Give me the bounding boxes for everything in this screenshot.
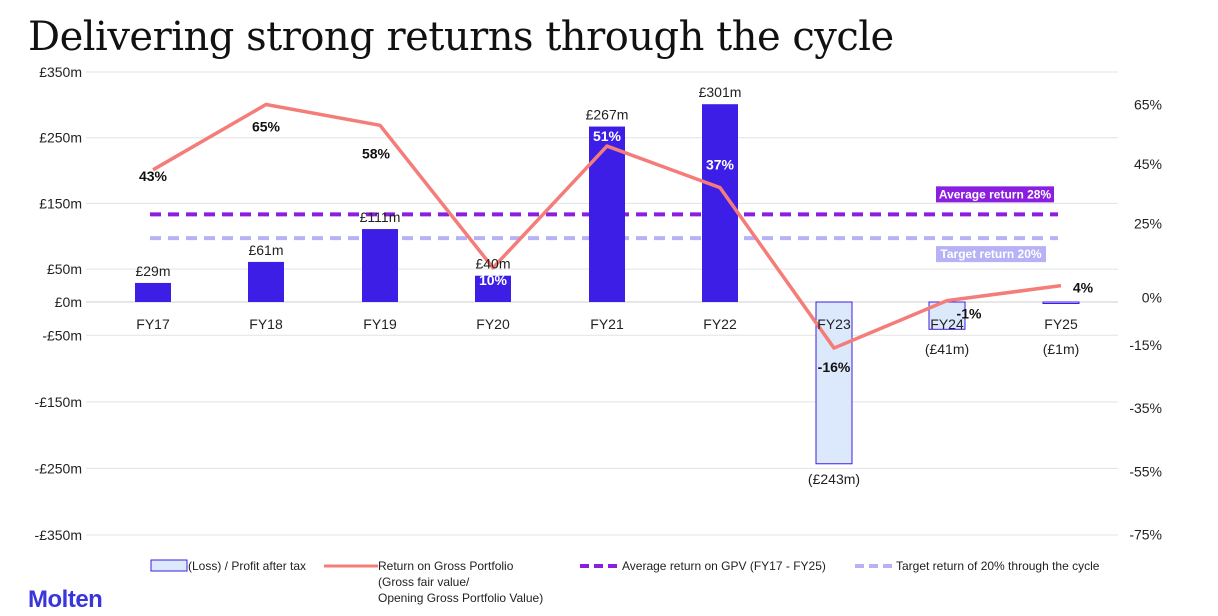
return-value-label: 4% [1073, 280, 1094, 296]
category-label: FY22 [703, 316, 737, 332]
left-tick-label: £50m [47, 261, 82, 277]
category-label: FY25 [1044, 316, 1078, 332]
legend-swatch-bar [150, 559, 188, 572]
legend-label: Opening Gross Portfolio Value) [378, 591, 543, 605]
data-labels: FY17 FY18 FY19 FY20 FY21 FY22 FY23 FY24 FY25 £29m… [135, 84, 1093, 487]
left-tick-label: £250m [39, 130, 82, 146]
bar-value-label: (£1m) [1043, 341, 1080, 357]
bar-value-label: (£41m) [925, 341, 969, 357]
left-axis: £350m £250m £150m £50m £0m -£50m -£150m -£250m -… [35, 64, 82, 543]
bar-value-label: (£243m) [808, 471, 860, 487]
legend-label: Return on Gross Portfolio [378, 559, 514, 573]
left-tick-label: -£250m [35, 460, 82, 476]
bar [475, 275, 511, 302]
legend-label: (Loss) / Profit after tax [188, 559, 306, 573]
reference-label: Target return 20% [940, 247, 1041, 261]
category-label: FY24 [930, 316, 964, 332]
category-label: FY23 [817, 316, 851, 332]
return-value-label: 51% [593, 128, 622, 144]
right-tick-label: -55% [1129, 463, 1162, 479]
return-value-label: 43% [139, 168, 168, 184]
legend: (Loss) / Profit after tax Return on Gross… [150, 559, 1100, 605]
right-tick-label: 45% [1134, 156, 1162, 172]
bar-value-label: £111m [360, 209, 401, 225]
legend-label: Target return of 20% through the cycle [896, 559, 1100, 573]
category-label: FY19 [363, 316, 397, 332]
reference-label-bg [936, 246, 1046, 263]
right-axis: 65% 45% 25% 0% -15% -35% -55% -75% [1129, 97, 1162, 543]
reference-label: Average return 28% [939, 187, 1052, 201]
return-line-series [152, 102, 1062, 350]
chart-title: Delivering strong returns through the cy… [28, 14, 894, 60]
category-label: FY17 [136, 316, 170, 332]
bar-value-label: £61m [248, 242, 283, 258]
category-label: FY18 [249, 316, 283, 332]
return-value-label: 10% [479, 272, 508, 288]
bar [248, 261, 284, 302]
reference-label-bg [936, 186, 1054, 203]
return-value-label: -16% [818, 359, 851, 375]
category-label: FY21 [590, 316, 624, 332]
bar-value-label: £301m [699, 84, 742, 100]
return-value-label: 58% [362, 145, 391, 161]
bar-value-label: £29m [135, 263, 170, 279]
left-tick-label: -£150m [35, 394, 82, 410]
legend-label: (Gross fair value/ [378, 575, 470, 589]
left-tick-label: £350m [39, 64, 82, 80]
bar [135, 282, 171, 302]
right-tick-label: 0% [1142, 290, 1162, 306]
left-tick-label: £150m [39, 195, 82, 211]
return-value-label: 37% [706, 157, 735, 173]
bar-value-label: £40m [475, 256, 510, 272]
bar [1042, 301, 1080, 304]
left-tick-label: -£350m [35, 527, 82, 543]
left-tick-label: £0m [55, 294, 82, 310]
bar-series [135, 104, 1080, 465]
bar [589, 126, 625, 303]
bar [362, 229, 398, 302]
right-tick-label: -35% [1129, 400, 1162, 416]
molten-logo: Molten [28, 586, 103, 613]
return-value-label: -1% [957, 306, 982, 322]
left-tick-label: -£50m [42, 327, 82, 343]
right-tick-label: 25% [1134, 215, 1162, 231]
return-value-label: 65% [252, 119, 281, 135]
right-tick-label: -75% [1129, 527, 1162, 543]
right-tick-label: 65% [1134, 97, 1162, 113]
right-tick-label: -15% [1129, 337, 1162, 353]
bar-value-label: £267m [586, 107, 629, 123]
legend-label: Average return on GPV (FY17 - FY25) [622, 559, 826, 573]
category-label: FY20 [476, 316, 510, 332]
